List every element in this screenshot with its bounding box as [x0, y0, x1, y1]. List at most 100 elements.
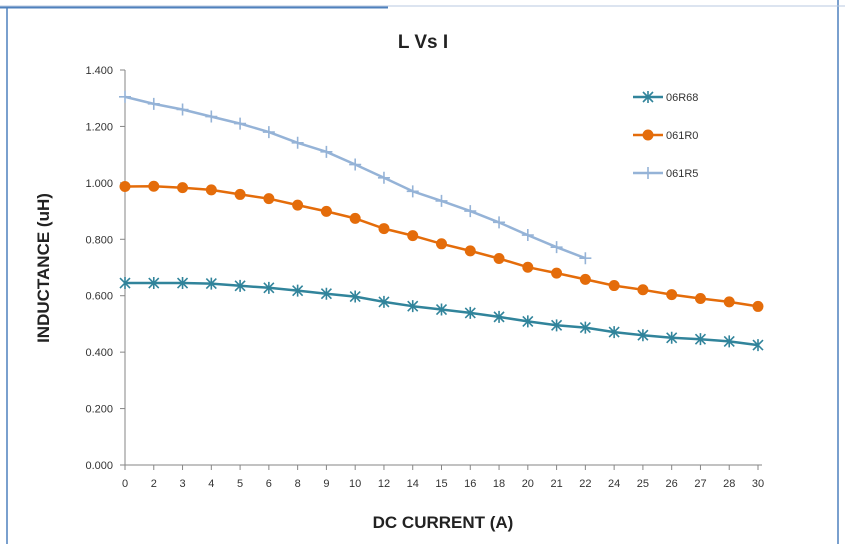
y-tick-label: 1.200: [85, 121, 113, 133]
x-tick-label: 12: [378, 478, 390, 490]
x-tick-label: 15: [435, 478, 447, 490]
data-point-asterisk: [579, 321, 591, 334]
data-point-plus: [119, 90, 131, 103]
x-tick-label: 2: [151, 478, 157, 490]
x-tick-label: 20: [522, 478, 534, 490]
legend-label: 06R68: [666, 92, 698, 104]
data-point-circle: [177, 182, 189, 194]
x-tick-label: 14: [407, 478, 419, 490]
x-tick-label: 16: [464, 478, 476, 490]
data-point-circle: [551, 267, 563, 279]
data-point-circle: [579, 273, 591, 285]
x-tick-label: 18: [493, 478, 505, 490]
y-axis-title: INDUCTANCE (uH): [34, 193, 53, 343]
data-point-plus: [320, 145, 333, 158]
data-point-plus: [435, 194, 448, 207]
x-tick-label: 9: [323, 478, 329, 490]
x-tick-label: 8: [295, 478, 301, 490]
x-tick-label: 28: [723, 478, 735, 490]
data-point-asterisk: [637, 329, 649, 342]
x-tick-label: 26: [666, 478, 678, 490]
data-point-circle: [608, 280, 620, 292]
x-tick-label: 3: [179, 478, 185, 490]
data-point-circle: [148, 180, 160, 192]
data-point-plus: [406, 185, 419, 198]
data-point-asterisk: [522, 315, 534, 328]
data-point-circle: [119, 181, 131, 193]
x-axis-title: DC CURRENT (A): [373, 513, 514, 532]
data-point-circle: [493, 252, 505, 264]
data-point-plus: [262, 126, 275, 139]
y-tick-label: 1.000: [85, 178, 113, 190]
data-point-plus: [464, 205, 477, 218]
data-point-asterisk: [320, 287, 332, 300]
series-layer: [119, 90, 764, 352]
y-tick-label: 0.000: [85, 460, 113, 472]
data-point-plus: [176, 103, 189, 116]
legend-label: 061R0: [666, 130, 698, 142]
data-point-circle: [320, 205, 332, 217]
data-point-plus: [521, 229, 534, 242]
data-point-asterisk: [464, 306, 476, 319]
x-tick-label: 6: [266, 478, 272, 490]
data-point-plus: [147, 97, 160, 110]
series-061R0: [119, 180, 764, 312]
data-point-asterisk: [378, 295, 390, 308]
data-point-asterisk: [752, 339, 764, 352]
chart-title: L Vs I: [398, 32, 448, 53]
data-point-plus: [234, 117, 247, 130]
data-point-asterisk: [608, 326, 620, 339]
data-point-plus: [377, 171, 390, 184]
x-tick-label: 5: [237, 478, 243, 490]
data-point-circle: [752, 300, 764, 312]
data-point-plus: [291, 136, 304, 149]
data-point-circle: [234, 188, 246, 200]
data-point-asterisk: [407, 300, 419, 313]
data-point-circle: [464, 245, 476, 257]
data-point-asterisk: [119, 277, 131, 290]
data-point-circle: [292, 199, 304, 211]
legend: 06R68 061R0 061R5: [633, 91, 698, 180]
x-tick-label: 21: [550, 478, 562, 490]
series-061R5: [119, 90, 592, 265]
data-point-asterisk: [176, 277, 189, 290]
data-point-circle: [666, 289, 678, 301]
data-point-circle: [436, 238, 447, 250]
data-point-asterisk: [148, 277, 160, 290]
series-06R68: [119, 277, 764, 352]
legend-label: 061R5: [666, 168, 698, 180]
legend-item: 061R5: [633, 167, 698, 180]
x-tick-label: 30: [752, 478, 764, 490]
data-point-plus: [205, 110, 218, 123]
y-tick-label: 0.800: [85, 234, 113, 246]
x-tick-label: 22: [579, 478, 591, 490]
axes-group: 0.000 0.200 0.400 0.600 0.800 1.000 1.200 1.400…: [85, 65, 764, 490]
data-point-asterisk: [723, 335, 735, 348]
data-point-circle: [723, 296, 735, 308]
data-point-plus: [349, 158, 362, 171]
data-point-circle: [694, 293, 706, 305]
data-point-circle: [349, 212, 361, 224]
y-tick-label: 0.200: [85, 404, 113, 416]
data-point-asterisk: [642, 91, 654, 103]
legend-item: 061R0: [633, 129, 698, 142]
data-point-asterisk: [263, 281, 275, 294]
data-point-asterisk: [551, 319, 563, 332]
y-tick-label: 1.400: [85, 65, 113, 77]
data-point-plus: [550, 241, 563, 254]
data-point-plus: [579, 252, 592, 265]
data-point-asterisk: [205, 277, 217, 290]
data-point-asterisk: [349, 290, 361, 303]
data-point-circle: [378, 223, 390, 235]
data-point-asterisk: [435, 303, 448, 316]
data-point-plus: [642, 167, 654, 179]
legend-item: 06R68: [633, 91, 698, 104]
x-tick-label: 27: [694, 478, 706, 490]
data-point-circle: [642, 129, 654, 141]
data-point-asterisk: [666, 331, 678, 344]
data-point-asterisk: [493, 310, 505, 323]
data-point-circle: [263, 193, 275, 205]
